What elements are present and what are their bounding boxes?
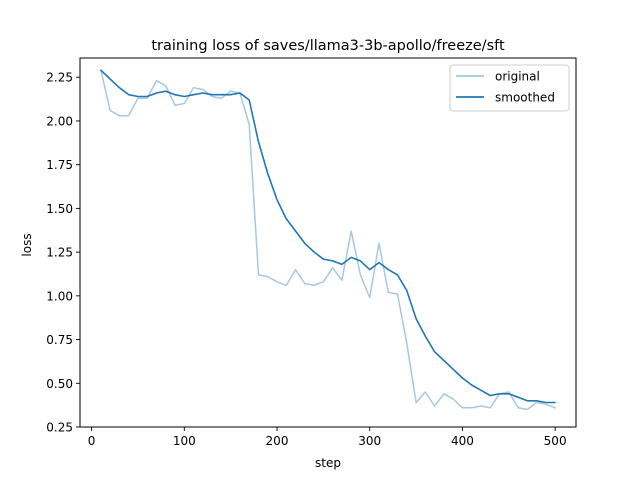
plot-area: [100, 69, 556, 411]
y-tick-label: 1.50: [46, 202, 73, 216]
x-axis: 0 100 200 300 400 500: [88, 427, 567, 448]
y-tick-label: 2.25: [46, 71, 73, 85]
y-tick-label: 1.25: [46, 246, 73, 260]
x-tick-label: 0: [88, 434, 96, 448]
x-axis-label: step: [315, 456, 341, 470]
y-tick-label: 0.25: [46, 421, 73, 435]
y-axis: 0.25 0.50 0.75 1.00 1.25 1.50 1.75 2.00 2.25: [46, 71, 80, 435]
series-line-original: [100, 69, 556, 411]
series-line-smoothed: [100, 69, 556, 404]
y-tick-label: 2.00: [46, 114, 73, 128]
chart-title: training loss of saves/llama3-3b-apollo/…: [151, 38, 505, 54]
legend-label-original: original: [495, 70, 540, 84]
x-tick-label: 400: [451, 434, 474, 448]
axes-frame: [79, 57, 577, 428]
y-tick-label: 1.75: [46, 158, 73, 172]
y-axis-label: loss: [20, 233, 34, 256]
legend: original smoothed: [449, 64, 570, 112]
legend-label-smoothed: smoothed: [495, 91, 555, 105]
y-tick-label: 0.50: [46, 377, 73, 391]
x-tick-label: 200: [266, 434, 289, 448]
x-tick-label: 500: [544, 434, 567, 448]
y-tick-label: 1.00: [46, 289, 73, 303]
x-tick-label: 100: [173, 434, 196, 448]
x-tick-label: 300: [358, 434, 381, 448]
y-tick-label: 0.75: [46, 333, 73, 347]
